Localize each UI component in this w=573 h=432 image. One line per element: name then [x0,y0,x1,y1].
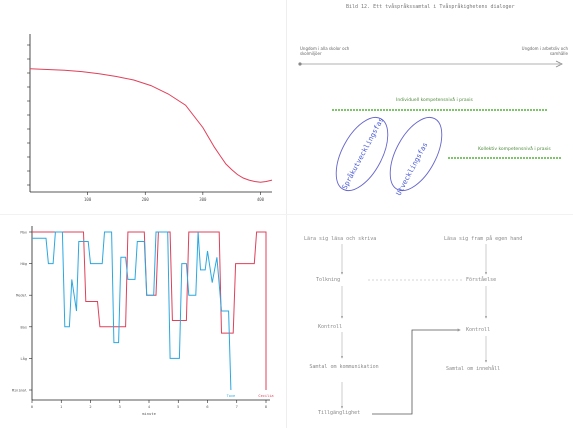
x-tick-label: 6 [206,405,208,409]
x-tick-label: 1 [60,405,62,409]
x-tick-label: 2 [89,405,91,409]
continuum-start-dot [298,62,302,66]
individual-level-label: Individuell kompetensnivå i praxis [396,98,473,103]
x-tick-label: 400 [257,197,265,202]
circle-right-label: Utvecklingsfas [395,141,430,197]
continuum-graphics: Språkutvecklingsfas Utvecklingsfas [298,60,563,197]
x-tick-label: 7 [236,405,238,409]
arrow-e-h [372,328,461,415]
flow-arrows [340,244,488,415]
step-chart: Max Hög Medel Bas Låg Minimal 0 1 2 3 4 5 6 7 8 minute C… [12,226,274,416]
x-tick-label: 100 [84,197,92,202]
flow-box-d: Samtal om kommunikation [309,364,379,370]
curve-chart: 100 200 300 400 [27,34,273,202]
y-tick-label: Bas [21,325,28,329]
flow-box-c: Kontroll [318,324,343,330]
circle-left-label: Språkutvecklingsfas [340,116,386,191]
circle-left [335,117,389,191]
series-line-red [29,68,273,183]
y-tick-label: Låg [21,356,28,361]
flow-box-b: Tolkning [316,277,341,283]
horizontal-divider [0,214,573,215]
y-tick-label: Max [21,231,28,235]
continuum-diagram-panel: Bild 12. Ett tvåspråkssamtal i Tvåspråki… [286,0,573,214]
x-tick-label: 3 [119,405,121,409]
circle-right [389,117,443,191]
curve-chart-panel: 100 200 300 400 [0,0,286,214]
y-tick-label: Medel [16,294,27,298]
x-tick-label: 8 [265,405,267,409]
x-tick-label: 4 [148,405,150,409]
x-tick-label: 5 [177,405,179,409]
flow-box-e: Tillgänglighet [318,410,361,416]
x-axis-label: minute [142,411,156,416]
x-tick-label: 300 [199,197,207,202]
flow-box-f: Läsa sig fram på egen hand [444,236,523,242]
continuum-arrow-icon [555,60,563,68]
x-tick-label: 0 [31,405,33,409]
left-end-label: Ungdom i alla skolor och skolmiljöer [300,46,350,56]
step-chart-panel: Max Hög Medel Bas Låg Minimal 0 1 2 3 4 5 6 7 8 minute C… [0,214,286,428]
flow-diagram-panel: Lära sig läsa och skriva Tolkning Kontro… [286,214,573,428]
series-line-blue [32,231,232,391]
series-line-red [32,231,267,390]
y-tick-label: Minimal [12,389,27,393]
flow-box-h: Kontroll [466,327,491,333]
flow-box-i: Samtal om innehåll [446,366,501,372]
series-end-label: Cecilia [258,394,273,398]
right-end-label: Ungdom i arbetsliv och samhälle [521,46,568,56]
flow-box-a: Lära sig läsa och skriva [304,236,377,242]
y-tick-label: Hög [21,262,28,266]
collective-level-label: Kollektiv kompetensnivå i praxis [478,147,551,152]
series-end-label: Tove [227,394,236,398]
flow-box-g: Förståelse [466,277,497,283]
diagram-title: Bild 12. Ett tvåspråkssamtal i Tvåspråki… [346,4,515,10]
x-tick-label: 200 [142,197,150,202]
